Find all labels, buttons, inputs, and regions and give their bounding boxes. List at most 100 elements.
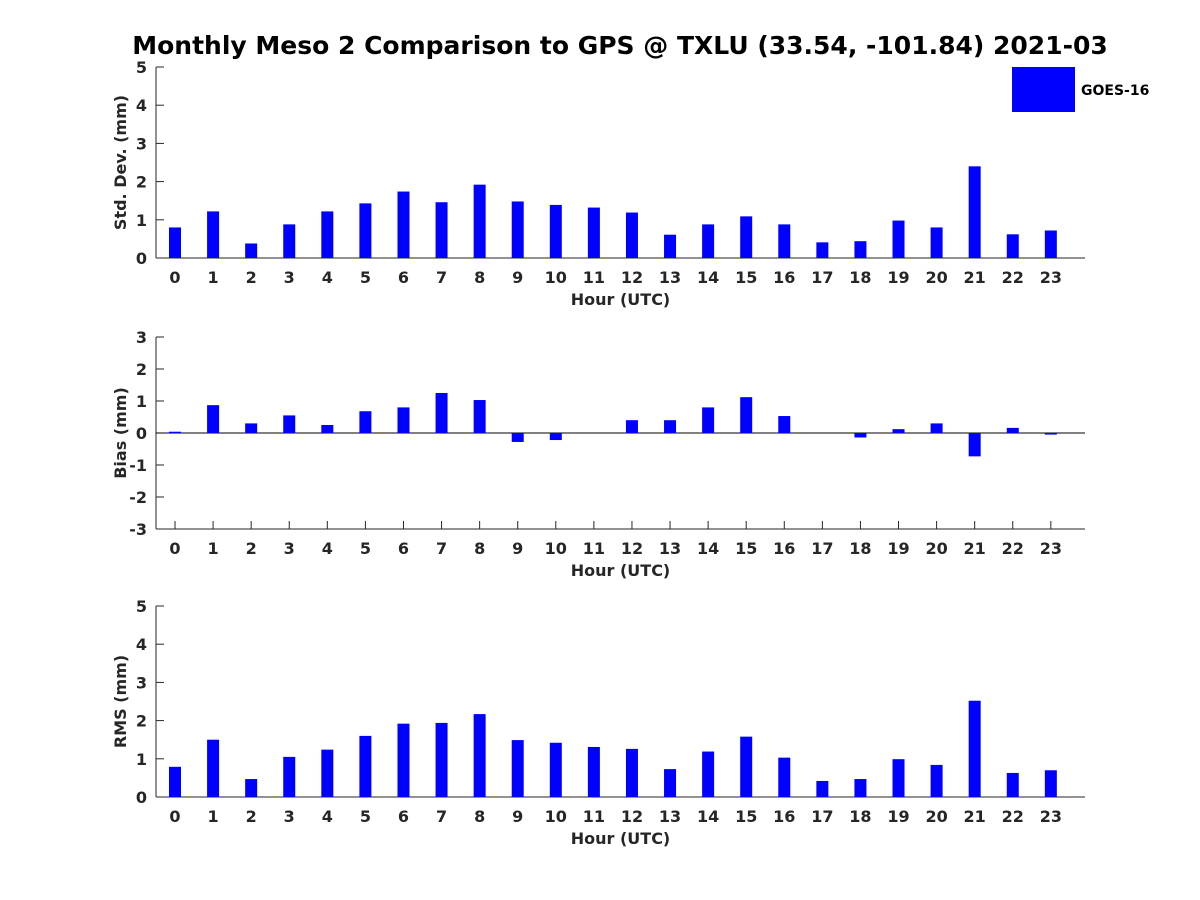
bias-bar: [892, 429, 905, 433]
std-dev-x-tick-label: 10: [545, 268, 567, 287]
rms-bar: [245, 779, 258, 797]
rms-bar: [778, 757, 791, 797]
std-dev-bar: [702, 224, 715, 258]
bias-x-tick-label: 23: [1040, 539, 1062, 558]
bias-bar: [1044, 433, 1057, 435]
std-dev-x-tick-label: 14: [697, 268, 719, 287]
std-dev-x-tick-label: 19: [887, 268, 909, 287]
rms-bar: [169, 766, 181, 797]
std-dev-x-tick-label: 4: [322, 268, 333, 287]
bias-y-tick-label: -1: [129, 456, 147, 475]
std-dev-bar: [892, 220, 905, 258]
std-dev-bar: [473, 184, 486, 258]
bias-x-tick-label: 20: [925, 539, 947, 558]
bias-y-tick-label: 0: [136, 424, 147, 443]
std-dev-x-tick-label: 3: [284, 268, 295, 287]
bias-bar: [397, 407, 410, 433]
rms-x-tick-label: 14: [697, 807, 719, 826]
bias-x-tick-label: 11: [583, 539, 605, 558]
rms-bar: [283, 756, 296, 797]
bias-bar: [359, 411, 372, 433]
bias-x-tick-label: 15: [735, 539, 757, 558]
rms-x-tick-label: 23: [1040, 807, 1062, 826]
bias-bar: [245, 423, 258, 433]
bias-bar: [854, 433, 867, 438]
bias-x-tick-label: 10: [545, 539, 567, 558]
rms-x-tick-label: 1: [208, 807, 219, 826]
rms-x-tick-label: 10: [545, 807, 567, 826]
rms-bar: [702, 751, 715, 797]
bias-bar: [968, 433, 981, 457]
rms-x-axis-label: Hour (UTC): [571, 829, 671, 848]
rms-x-tick-label: 21: [964, 807, 986, 826]
legend-label-goes-16: GOES-16: [1081, 83, 1149, 99]
rms-x-tick-label: 13: [659, 807, 681, 826]
bias-bar: [511, 433, 524, 442]
bias-y-tick-label: 1: [136, 392, 147, 411]
rms-x-tick-label: 19: [887, 807, 909, 826]
bias-x-tick-label: 12: [621, 539, 643, 558]
std-dev-bar: [854, 241, 867, 258]
rms-bar: [664, 769, 677, 797]
rms-x-tick-label: 22: [1002, 807, 1024, 826]
bias-bar: [664, 420, 677, 433]
rms-bar: [625, 748, 638, 797]
std-dev-x-tick-label: 23: [1040, 268, 1062, 287]
bias-x-tick-label: 5: [360, 539, 371, 558]
std-dev-bar: [778, 224, 791, 258]
bias-bar: [283, 415, 296, 433]
std-dev-x-tick-label: 1: [208, 268, 219, 287]
std-dev-x-tick-label: 2: [246, 268, 257, 287]
rms-x-tick-label: 20: [925, 807, 947, 826]
rms-bar: [1044, 770, 1057, 797]
std-dev-x-tick-label: 12: [621, 268, 643, 287]
legend-swatch-goes-16: [1012, 67, 1075, 112]
bias-y-tick-label: 2: [136, 360, 147, 379]
std-dev-bar: [169, 227, 181, 258]
rms-bar: [435, 722, 448, 797]
std-dev-x-tick-label: 22: [1002, 268, 1024, 287]
rms-y-tick-label: 2: [136, 712, 147, 731]
rms-bar: [473, 714, 486, 797]
rms-y-tick-label: 3: [136, 673, 147, 692]
std-dev-y-tick-label: 5: [136, 58, 147, 77]
std-dev-y-tick-label: 0: [136, 249, 147, 268]
rms-bar: [397, 723, 410, 797]
std-dev-bar: [968, 166, 981, 258]
bias-bar: [930, 423, 943, 433]
std-dev-bar: [664, 234, 677, 258]
rms-x-tick-label: 15: [735, 807, 757, 826]
rms-x-tick-label: 12: [621, 807, 643, 826]
bias-bar: [321, 425, 334, 433]
std-dev-x-tick-label: 9: [512, 268, 523, 287]
bias-x-tick-label: 2: [246, 539, 257, 558]
bias-x-tick-label: 14: [697, 539, 719, 558]
bias-x-tick-label: 3: [284, 539, 295, 558]
std-dev-bar: [1044, 230, 1057, 258]
bias-bar: [435, 393, 448, 433]
std-dev-bar: [740, 216, 753, 258]
bias-bar: [207, 405, 220, 433]
rms-bar: [816, 780, 829, 797]
bias-x-tick-label: 7: [436, 539, 447, 558]
bias-x-axis-label: Hour (UTC): [571, 561, 671, 580]
std-dev-x-tick-label: 18: [849, 268, 871, 287]
rms-bar: [892, 759, 905, 797]
std-dev-bar: [1006, 234, 1019, 258]
bias-x-tick-label: 8: [474, 539, 485, 558]
std-dev-y-tick-label: 1: [136, 211, 147, 230]
legend: GOES-16: [1012, 67, 1149, 112]
bias-x-tick-label: 1: [208, 539, 219, 558]
rms-bar: [968, 700, 981, 797]
rms-x-tick-label: 17: [811, 807, 833, 826]
figure-title: Monthly Meso 2 Comparison to GPS @ TXLU …: [132, 31, 1108, 60]
std-dev-bar: [625, 212, 638, 258]
rms-y-tick-label: 4: [136, 635, 147, 654]
rms-bar: [854, 779, 867, 797]
bias-x-tick-label: 16: [773, 539, 795, 558]
std-dev-x-tick-label: 15: [735, 268, 757, 287]
